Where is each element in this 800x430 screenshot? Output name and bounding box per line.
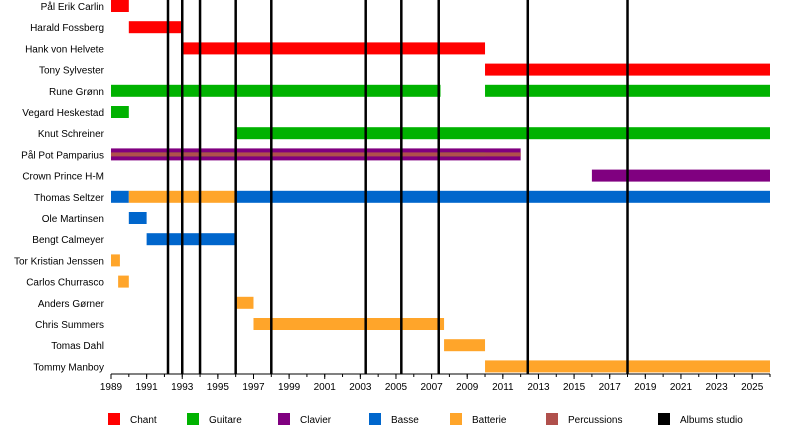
member-label: Chris Summers <box>35 320 104 331</box>
legend-swatch-batterie <box>450 413 462 425</box>
legend: Chant Guitare Clavier Basse Batterie Percussi… <box>108 413 743 426</box>
legend-label-guitare: Guitare <box>209 415 242 426</box>
member-label: Anders Gørner <box>38 299 105 310</box>
member-bar-guitare <box>235 127 771 140</box>
member-label: Tor Kristian Jenssen <box>14 256 104 267</box>
album-line <box>626 0 629 374</box>
member-label: Pål Pot Pamparius <box>21 149 104 161</box>
member-bar-chant <box>182 42 486 55</box>
member-label: Tony Sylvester <box>39 66 105 77</box>
x-tick-label: 1997 <box>242 382 265 393</box>
x-tick-label: 2011 <box>492 382 514 393</box>
x-tick-label: 1995 <box>207 382 230 393</box>
x-tick-label: 2007 <box>420 382 443 393</box>
member-bar-clavier <box>591 169 770 182</box>
x-tick-label: 1989 <box>100 382 123 393</box>
x-axis: 1989 1991 1993 1995 1997 1999 2001 2003 2005 2007… <box>100 373 771 393</box>
member-bar-basse <box>128 212 147 224</box>
legend-swatch-basse <box>369 413 381 425</box>
x-tick-label: 2013 <box>527 382 550 393</box>
member-bar-basse <box>235 190 771 203</box>
x-tick-label: 2023 <box>705 382 728 393</box>
x-tick-label: 1991 <box>135 382 158 393</box>
legend-swatch-chant <box>108 413 120 425</box>
member-label: Vegard Heskestad <box>22 108 104 119</box>
member-label: Ole Martinsen <box>42 214 104 225</box>
album-line <box>234 0 237 374</box>
member-label: Thomas Seltzer <box>34 193 105 204</box>
legend-label-chant: Chant <box>130 415 157 426</box>
member-bar-batterie <box>111 254 120 267</box>
member-label: Pål Erik Carlin <box>41 1 104 13</box>
x-tick-label: 2017 <box>599 382 622 393</box>
member-bar-basse <box>146 233 236 246</box>
member-bar-batterie <box>253 318 445 330</box>
album-line <box>437 0 440 374</box>
legend-swatch-albums <box>658 413 670 425</box>
x-tick-label: 2015 <box>563 382 586 393</box>
x-tick-label: 2001 <box>314 382 337 393</box>
member-label: Crown Prince H-M <box>22 172 104 183</box>
legend-swatch-clavier <box>278 413 290 425</box>
x-tick-label: 2009 <box>456 382 479 393</box>
x-tick-label: 2025 <box>741 382 764 393</box>
member-bar-batterie <box>235 296 254 309</box>
member-bar-batterie <box>118 275 129 288</box>
member-label: Tommy Manboy <box>33 362 104 373</box>
album-line <box>198 0 202 374</box>
member-bar-guitare <box>111 84 441 97</box>
album-line <box>364 0 367 374</box>
albums-layer <box>166 0 629 374</box>
bars-layer <box>111 0 771 373</box>
member-label: Rune Grønn <box>49 87 104 98</box>
member-bar-chant <box>128 21 183 34</box>
member-label: Bengt Calmeyer <box>32 235 104 246</box>
album-line <box>400 0 403 374</box>
x-tick-label: 1993 <box>171 382 194 393</box>
legend-swatch-guitare <box>187 413 199 425</box>
album-line <box>270 0 273 374</box>
x-tick-label: 2021 <box>670 382 693 393</box>
legend-label-clavier: Clavier <box>300 415 332 426</box>
x-tick-label: 2005 <box>385 382 408 393</box>
album-line <box>526 0 530 374</box>
legend-label-percussions: Percussions <box>568 415 622 426</box>
x-tick-label: 2019 <box>634 382 657 393</box>
x-tick-label: 1999 <box>278 382 301 393</box>
member-label: Hank von Helvete <box>25 44 104 55</box>
member-bar-percussions <box>111 152 521 157</box>
legend-label-basse: Basse <box>391 415 419 426</box>
album-line <box>180 0 184 374</box>
member-bar-guitare <box>111 106 129 118</box>
member-label: Carlos Churrasco <box>26 278 104 289</box>
member-labels: Pål Erik Carlin Harald Fossberg Hank von H… <box>14 1 105 373</box>
album-line <box>166 0 170 374</box>
legend-swatch-percussions <box>546 413 558 425</box>
member-label: Knut Schreiner <box>38 129 105 140</box>
legend-label-batterie: Batterie <box>472 415 507 426</box>
member-bar-chant <box>111 0 129 12</box>
member-label: Harald Fossberg <box>30 23 104 34</box>
member-label: Tomas Dahl <box>51 341 104 352</box>
x-tick-label: 2003 <box>349 382 372 393</box>
member-bar-batterie <box>444 339 486 352</box>
legend-label-albums: Albums studio <box>680 415 743 426</box>
member-bar-basse <box>111 190 129 203</box>
